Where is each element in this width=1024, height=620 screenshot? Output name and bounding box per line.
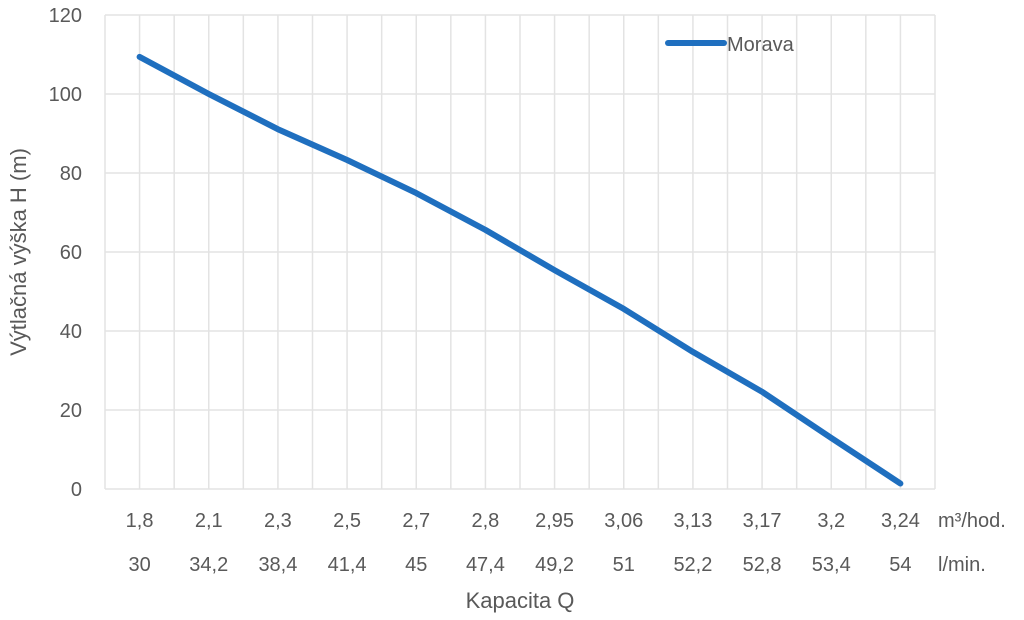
x-tick-label-m3: 2,8 xyxy=(472,510,500,532)
legend-label-morava: Morava xyxy=(727,34,795,56)
x-tick-label-m3: 2,3 xyxy=(264,510,292,532)
x-axis-unit-l-per-min: l/min. xyxy=(938,554,986,576)
y-tick-label: 120 xyxy=(49,5,82,27)
x-tick-label-lmin: 49,2 xyxy=(535,554,574,576)
x-tick-label-lmin: 52,8 xyxy=(743,554,782,576)
y-tick-label: 0 xyxy=(71,479,82,501)
x-tick-label-lmin: 38,4 xyxy=(258,554,297,576)
y-tick-label: 60 xyxy=(60,242,82,264)
x-tick-label-m3: 3,17 xyxy=(743,510,782,532)
x-tick-label-lmin: 51 xyxy=(613,554,635,576)
x-tick-label-m3: 1,8 xyxy=(126,510,154,532)
x-axis-tick-labels-l-per-min: 30 34,2 38,4 41,4 45 47,4 49,2 51 52,2 52,8 53,4 54 xyxy=(128,554,911,576)
x-tick-label-m3: 3,2 xyxy=(817,510,845,532)
series-line-morava xyxy=(136,53,904,487)
legend: Morava xyxy=(665,34,795,56)
x-tick-label-m3: 2,1 xyxy=(195,510,223,532)
x-tick-label-m3: 2,5 xyxy=(333,510,361,532)
y-tick-label: 80 xyxy=(60,163,82,185)
x-tick-label-lmin: 54 xyxy=(889,554,911,576)
x-tick-label-m3: 2,95 xyxy=(535,510,574,532)
x-tick-label-m3: 3,24 xyxy=(881,510,920,532)
x-tick-label-lmin: 30 xyxy=(128,554,150,576)
x-tick-label-lmin: 41,4 xyxy=(328,554,367,576)
y-axis-title: Výtlačná výška H (m) xyxy=(6,148,31,356)
x-tick-label-m3: 3,06 xyxy=(604,510,643,532)
x-tick-label-m3: 2,7 xyxy=(402,510,430,532)
x-tick-label-lmin: 45 xyxy=(405,554,427,576)
y-tick-label: 20 xyxy=(60,400,82,422)
x-axis-tick-labels-m3-per-hour: 1,8 2,1 2,3 2,5 2,7 2,8 2,95 3,06 3,13 3,17 3,2 3,2… xyxy=(126,510,920,532)
x-tick-label-lmin: 34,2 xyxy=(189,554,228,576)
x-tick-label-m3: 3,13 xyxy=(673,510,712,532)
y-tick-label: 40 xyxy=(60,321,82,343)
x-tick-label-lmin: 53,4 xyxy=(812,554,851,576)
y-axis-tick-labels: 0 20 40 60 80 100 120 xyxy=(49,5,82,501)
x-axis-title: Kapacita Q xyxy=(466,588,575,613)
x-tick-label-lmin: 47,4 xyxy=(466,554,505,576)
x-axis-unit-m3-per-hour: m³/hod. xyxy=(938,510,1006,532)
x-tick-label-lmin: 52,2 xyxy=(673,554,712,576)
y-tick-label: 100 xyxy=(49,84,82,106)
